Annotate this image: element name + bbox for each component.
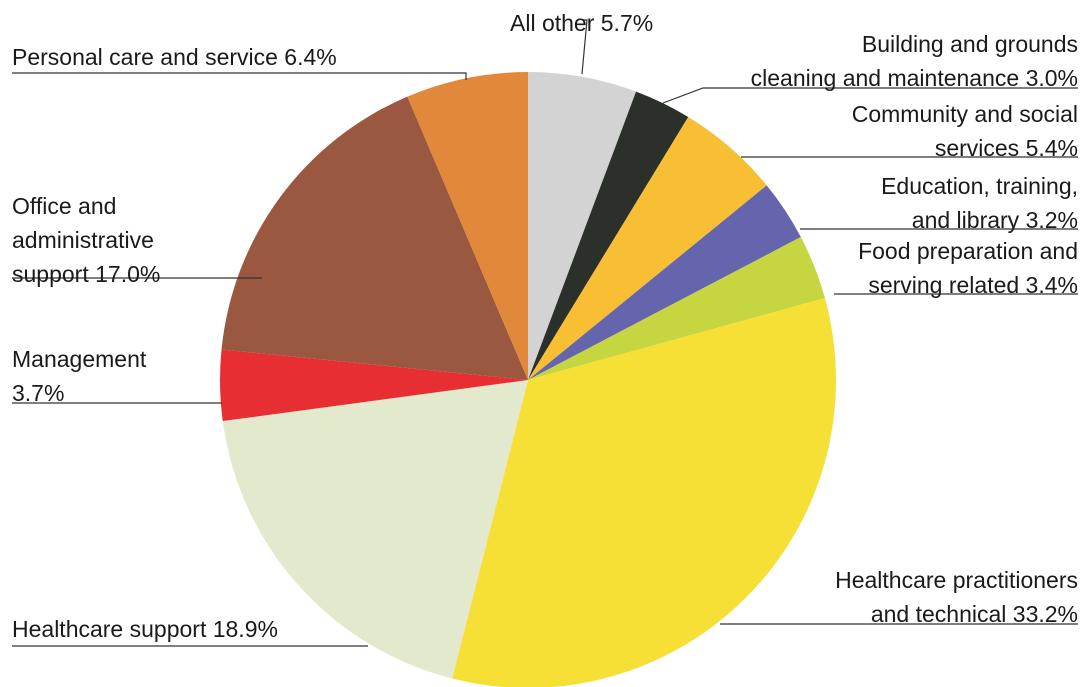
leader-line: [12, 72, 467, 80]
slice-label-line: 3.7%: [12, 380, 64, 406]
leader-line: [581, 19, 588, 75]
slice-label-healthcare-practitioners-and-technical: Healthcare practitioners and technical 33…: [835, 567, 1078, 627]
slice-label-line: Office and: [12, 193, 116, 219]
slice-label-community-and-social-services: Community and social services 5.4%: [852, 101, 1078, 161]
pie-slice-management: [220, 349, 528, 422]
slice-label-personal-care-and-service: Personal care and service 6.4%: [12, 44, 337, 70]
slice-label-line: All other 5.7%: [510, 10, 653, 36]
pie-slices: [220, 72, 836, 687]
slice-label-office-and-administrative-support: Office and administrative support 17.0%: [12, 193, 160, 287]
slice-label-line: Food preparation and: [858, 238, 1078, 264]
pie-slice-food-preparation-and-serving-related: [528, 237, 825, 380]
pie-slice-building-and-grounds-cleaning-and-maintenance: [528, 91, 689, 380]
leader-line: [662, 87, 1078, 104]
slice-label-all-other: All other 5.7%: [510, 10, 653, 36]
slice-label-line: Healthcare support 18.9%: [12, 616, 278, 642]
slice-label-line: and technical 33.2%: [871, 601, 1078, 627]
slice-label-line: Community and social: [852, 101, 1078, 127]
slice-label-food-preparation-and-serving-related: Food preparation and serving related 3.4%: [858, 238, 1078, 298]
slice-label-management: Management 3.7%: [12, 346, 147, 406]
slice-label-line: support 17.0%: [12, 261, 160, 287]
leader-lines: [12, 19, 1078, 647]
slice-label-education-training-and-library: Education, training, and library 3.2%: [881, 173, 1078, 233]
slice-labels: All other 5.7% Building and grounds cleani…: [12, 10, 1078, 642]
slice-label-line: Management: [12, 346, 147, 372]
pie-slice-healthcare-practitioners-and-technical: [452, 298, 836, 687]
pie-slice-community-and-social-services: [528, 116, 767, 380]
slice-label-building-and-grounds-cleaning-and-maintenance: Building and grounds cleaning and mainten…: [751, 31, 1078, 91]
slice-label-line: and library 3.2%: [912, 207, 1078, 233]
slice-label-line: administrative: [12, 227, 154, 253]
pie-slice-all-other: [528, 72, 637, 380]
pie-slice-healthcare-support: [222, 380, 528, 679]
slice-label-line: services 5.4%: [935, 135, 1078, 161]
slice-label-line: Education, training,: [881, 173, 1078, 199]
pie-slice-personal-care-and-service: [407, 72, 528, 380]
slice-label-line: Personal care and service 6.4%: [12, 44, 337, 70]
slice-label-line: serving related 3.4%: [868, 272, 1078, 298]
pie-slice-office-and-administrative-support: [221, 96, 528, 381]
slice-label-line: cleaning and maintenance 3.0%: [751, 65, 1078, 91]
slice-label-line: Building and grounds: [862, 31, 1078, 57]
slice-label-healthcare-support: Healthcare support 18.9%: [12, 616, 278, 642]
pie-slice-education-training-and-library: [528, 185, 801, 380]
slice-label-line: Healthcare practitioners: [835, 567, 1078, 593]
